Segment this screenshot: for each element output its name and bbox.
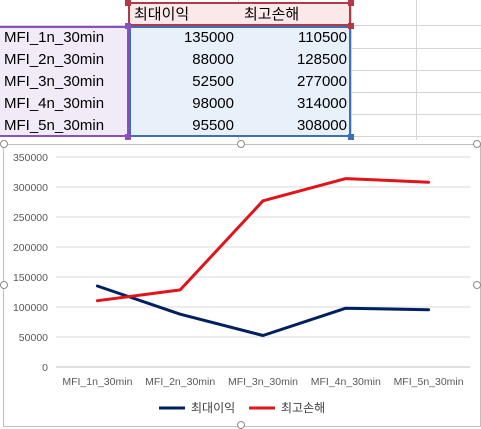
profit-cell[interactable]: 98000 <box>192 95 234 112</box>
legend-label: 최고손해 <box>281 401 325 415</box>
range-resize-handle[interactable] <box>125 134 131 140</box>
row-name-cell[interactable]: MFI_2n_30min <box>4 51 105 68</box>
loss-cell[interactable]: 308000 <box>296 117 347 134</box>
row-name-cell[interactable]: MFI_5n_30min <box>4 117 105 134</box>
line-chart[interactable]: 0 50000 100000 150000 200000 250000 300000 3500… <box>3 144 481 427</box>
loss-cell[interactable]: 110500 <box>298 29 347 46</box>
loss-cell[interactable]: 314000 <box>296 95 347 112</box>
y-tick-label: 350000 <box>13 152 48 164</box>
profit-cell[interactable]: 88000 <box>192 51 234 68</box>
series-line-2 <box>95 177 431 303</box>
chart-resize-handle[interactable] <box>473 140 481 148</box>
chart-resize-handle[interactable] <box>0 140 8 148</box>
chart-resize-handle[interactable] <box>0 281 8 289</box>
x-tick-label: MFI_2n_30min <box>145 376 215 388</box>
range-resize-handle[interactable] <box>348 23 354 29</box>
row-name-cell[interactable]: MFI_4n_30min <box>4 95 105 112</box>
y-tick-label: 200000 <box>13 242 48 254</box>
row-name-cell[interactable]: MFI_3n_30min <box>4 73 105 90</box>
profit-cell[interactable]: 135000 <box>183 29 234 46</box>
y-tick-label: 100000 <box>13 302 48 314</box>
spreadsheet-grid[interactable]: 최대이익 최고손해 MFI_1n_30min 135000 110500 MFI… <box>0 0 481 140</box>
x-tick-label: MFI_5n_30min <box>394 376 464 388</box>
loss-cell[interactable]: 128500 <box>296 51 347 68</box>
header-cell-profit[interactable]: 최대이익 <box>134 6 190 23</box>
header-cell-loss[interactable]: 최고손해 <box>244 6 300 23</box>
profit-cell[interactable]: 95500 <box>192 117 234 134</box>
series-line-1 <box>95 284 431 337</box>
legend-label: 최대이익 <box>191 401 235 415</box>
chart-resize-handle[interactable] <box>237 140 245 148</box>
range-resize-handle[interactable] <box>125 0 131 6</box>
value-range-highlight <box>129 26 351 137</box>
header-range-highlight <box>128 2 351 26</box>
range-resize-handle[interactable] <box>125 23 131 29</box>
y-tick-label: 0 <box>42 362 48 374</box>
row-name-cell[interactable]: MFI_1n_30min <box>4 29 105 46</box>
range-resize-handle[interactable] <box>348 0 354 6</box>
y-tick-label: 150000 <box>13 272 48 284</box>
chart-plot: 0 50000 100000 150000 200000 250000 300000 3500… <box>13 152 470 415</box>
name-range-highlight <box>0 26 129 137</box>
x-tick-label: MFI_1n_30min <box>62 376 132 388</box>
range-resize-handle[interactable] <box>348 134 354 140</box>
loss-cell[interactable]: 277000 <box>296 73 347 90</box>
y-tick-label: 250000 <box>13 212 48 224</box>
chart-resize-handle[interactable] <box>473 281 481 289</box>
x-tick-label: MFI_3n_30min <box>228 376 298 388</box>
y-tick-label: 50000 <box>19 332 48 344</box>
x-tick-label: MFI_4n_30min <box>311 376 381 388</box>
y-tick-label: 300000 <box>13 182 48 194</box>
profit-cell[interactable]: 52500 <box>192 73 234 90</box>
chart-resize-handle[interactable] <box>237 421 245 429</box>
